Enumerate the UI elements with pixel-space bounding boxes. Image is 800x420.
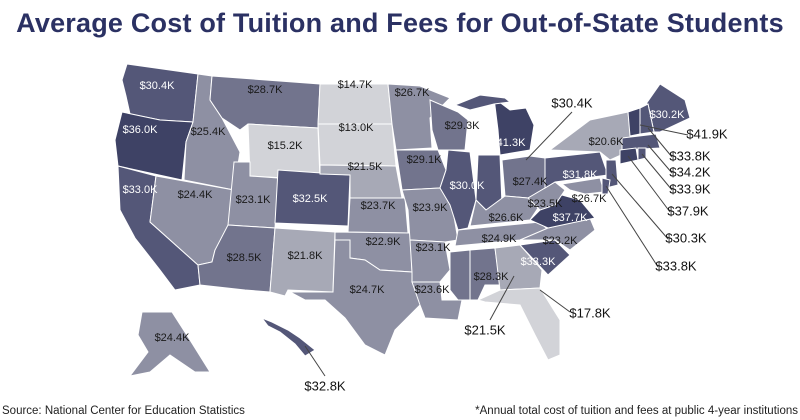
state-label-ri: $33.9K — [669, 181, 711, 196]
state-pa — [544, 151, 609, 189]
state-tx — [289, 239, 421, 356]
state-label-de: $33.8K — [655, 258, 697, 273]
state-label-ct: $37.9K — [667, 203, 709, 218]
state-label-ma: $34.2K — [669, 164, 711, 179]
state-label-ne: $21.5K — [348, 161, 384, 173]
state-nm — [269, 227, 336, 297]
leader-line-ri — [641, 153, 673, 191]
state-label-hi: $32.8K — [304, 378, 346, 393]
leader-lines-layer — [304, 111, 689, 377]
state-label-ut: $23.1K — [236, 194, 272, 206]
state-vt — [627, 107, 641, 137]
leader-line-ma — [647, 144, 673, 174]
state-hi — [260, 316, 316, 357]
state-ms — [449, 249, 471, 301]
state-sc — [518, 239, 571, 276]
state-label-ia: $29.1K — [407, 154, 443, 166]
state-label-id: $25.4K — [191, 126, 227, 138]
state-label-fl: $17.8K — [569, 305, 611, 320]
state-la — [411, 281, 463, 321]
leader-line-fl — [539, 289, 571, 313]
state-label-nc: $23.2K — [543, 235, 579, 247]
state-label-mi: $41.3K — [491, 137, 527, 149]
state-label-wy: $15.2K — [268, 140, 304, 152]
state-mi-up — [453, 94, 512, 111]
state-ak — [128, 311, 211, 377]
state-fl — [476, 287, 561, 361]
state-labels-layer: $30.4K $36.0K $33.0K $25.4K $24.4K $28.7K $15.… — [123, 79, 728, 394]
state-label-oh: $27.4K — [513, 176, 549, 188]
states-layer — [114, 63, 691, 377]
leader-line-nj — [611, 173, 669, 240]
map-title: Average Cost of Tuition and Fees for Out… — [16, 8, 784, 38]
state-label-pa: $31.8K — [563, 169, 599, 181]
state-label-mo: $23.9K — [413, 202, 449, 214]
state-label-mi-up: $30.4K — [551, 95, 593, 110]
state-label-me: $30.2K — [650, 109, 686, 121]
state-label-ar: $23.1K — [416, 242, 452, 254]
source-note: Source: National Center for Education St… — [2, 405, 245, 417]
state-label-ak: $24.4K — [155, 332, 191, 344]
state-ga — [494, 244, 543, 291]
state-label-wa: $30.4K — [140, 80, 176, 92]
state-md — [560, 177, 605, 195]
state-label-nh: $33.8K — [669, 148, 711, 163]
state-label-nd: $14.7K — [338, 79, 374, 91]
state-label-sd: $13.0K — [339, 122, 375, 134]
leader-line-hi — [304, 345, 326, 377]
state-label-tx: $24.7K — [350, 284, 386, 296]
leader-line-mi-up — [525, 111, 573, 161]
state-label-az: $28.5K — [227, 252, 263, 264]
leader-line-ga — [489, 275, 515, 321]
state-ct — [619, 147, 639, 165]
state-label-mn: $26.7K — [395, 87, 431, 99]
state-label-nj: $30.3K — [665, 230, 707, 245]
state-ma — [621, 133, 661, 151]
state-label-ks: $23.7K — [361, 200, 397, 212]
state-or — [114, 111, 194, 181]
state-label-ms: $28.3K — [474, 271, 510, 283]
leader-line-vt — [639, 124, 689, 136]
state-label-la: $23.6K — [415, 284, 451, 296]
state-label-wi: $29.3K — [445, 120, 481, 132]
state-wa — [121, 63, 199, 123]
state-mi — [493, 96, 535, 156]
state-label-wv: $23.5K — [528, 198, 564, 210]
state-label-ky: $26.6K — [489, 212, 525, 224]
state-label-or: $36.0K — [123, 124, 159, 136]
state-label-nm: $21.8K — [288, 250, 324, 262]
state-label-co: $32.5K — [293, 193, 329, 205]
state-label-ny: $20.6K — [589, 136, 625, 148]
state-label-il: $30.0K — [450, 180, 486, 192]
state-label-nv: $24.4K — [178, 189, 214, 201]
state-label-ca: $33.0K — [123, 184, 159, 196]
footnote: *Annual total cost of tuition and fees a… — [475, 405, 798, 417]
state-label-ok: $22.9K — [366, 236, 402, 248]
leader-line-de — [605, 185, 659, 268]
state-wi — [429, 99, 469, 151]
state-label-ga: $21.5K — [464, 322, 506, 337]
state-label-mt: $28.7K — [248, 84, 284, 96]
leader-line-nh — [647, 127, 673, 158]
leader-line-ct — [627, 155, 671, 213]
state-mn — [387, 83, 451, 151]
state-label-vt: $41.9K — [686, 126, 728, 141]
state-label-tn: $24.9K — [482, 233, 518, 245]
state-label-sc: $33.3K — [521, 256, 557, 268]
state-label-va: $37.7K — [553, 212, 589, 224]
state-label-md: $26.7K — [572, 193, 608, 205]
